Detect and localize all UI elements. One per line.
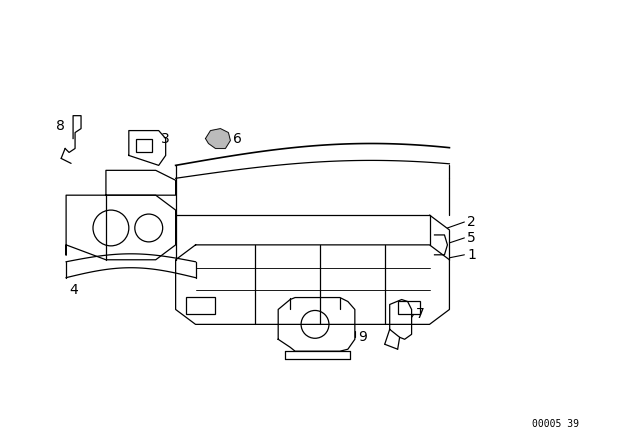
Text: 4: 4 — [69, 283, 78, 297]
Text: 3: 3 — [161, 132, 170, 146]
Bar — [397, 301, 420, 314]
Text: 6: 6 — [234, 132, 243, 146]
Text: 1: 1 — [467, 248, 476, 262]
Polygon shape — [205, 129, 230, 148]
Text: 2: 2 — [467, 215, 476, 229]
Text: 00005 39: 00005 39 — [532, 419, 579, 429]
Text: 8: 8 — [56, 119, 65, 133]
Bar — [186, 297, 216, 314]
Bar — [136, 138, 152, 152]
Text: 7: 7 — [415, 307, 424, 321]
Text: 9: 9 — [358, 330, 367, 345]
Text: 5: 5 — [467, 231, 476, 245]
